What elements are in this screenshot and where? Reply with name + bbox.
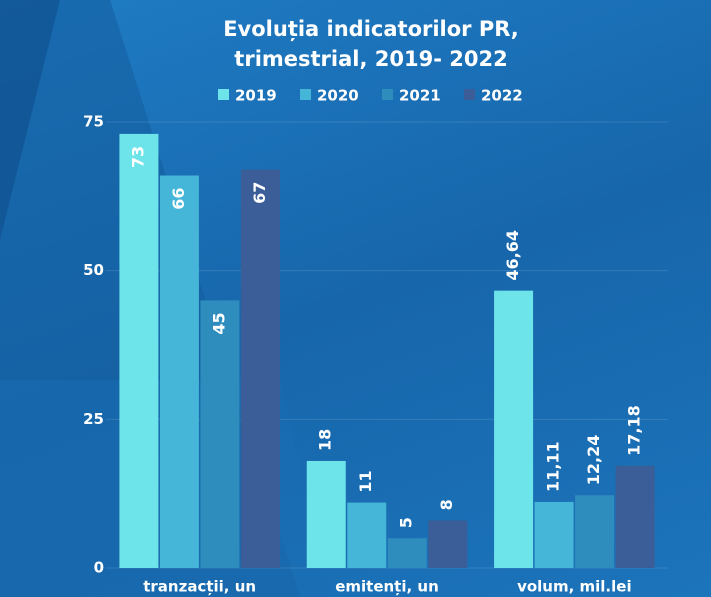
- value-label: 17,18: [625, 405, 644, 456]
- bar: [119, 133, 159, 569]
- bar: [240, 169, 280, 568]
- value-label: 67: [250, 182, 269, 204]
- legend-label: 2019: [235, 87, 277, 105]
- bar: [428, 520, 468, 568]
- legend-swatch: [464, 89, 475, 100]
- value-label: 18: [316, 429, 335, 451]
- x-tick-label: emitenți, un: [335, 578, 439, 596]
- value-label: 73: [128, 146, 147, 168]
- bar: [159, 175, 199, 568]
- bar: [387, 538, 427, 568]
- value-label: 12,24: [584, 435, 603, 486]
- y-tick-label: 25: [83, 410, 104, 428]
- value-label: 45: [209, 312, 228, 334]
- bar: [306, 460, 346, 568]
- legend-swatch: [300, 89, 311, 100]
- legend-swatch: [382, 89, 393, 100]
- bar: [347, 502, 387, 568]
- bar: [494, 290, 534, 568]
- y-tick-label: 75: [83, 113, 104, 131]
- legend-label: 2022: [481, 87, 523, 105]
- bar: [534, 501, 574, 568]
- value-label: 5: [397, 517, 416, 528]
- bg-shape: [0, 0, 60, 240]
- y-tick-label: 50: [83, 261, 104, 279]
- value-label: 11: [356, 470, 375, 492]
- bar: [575, 495, 615, 568]
- chart-title: Evoluția indicatorilor PR, trimestrial, …: [223, 17, 519, 71]
- value-label: 8: [437, 499, 456, 510]
- legend-label: 2021: [399, 87, 441, 105]
- x-tick-label: volum, mil.lei: [517, 578, 632, 596]
- value-label: 46,64: [503, 230, 522, 281]
- bar: [200, 300, 240, 568]
- x-tick-label: tranzacții, un: [143, 578, 256, 596]
- value-label: 11,11: [544, 441, 563, 492]
- bar: [615, 465, 655, 568]
- value-label: 66: [169, 188, 188, 210]
- y-tick-label: 0: [94, 559, 104, 577]
- legend-swatch: [218, 89, 229, 100]
- legend-label: 2020: [317, 87, 359, 105]
